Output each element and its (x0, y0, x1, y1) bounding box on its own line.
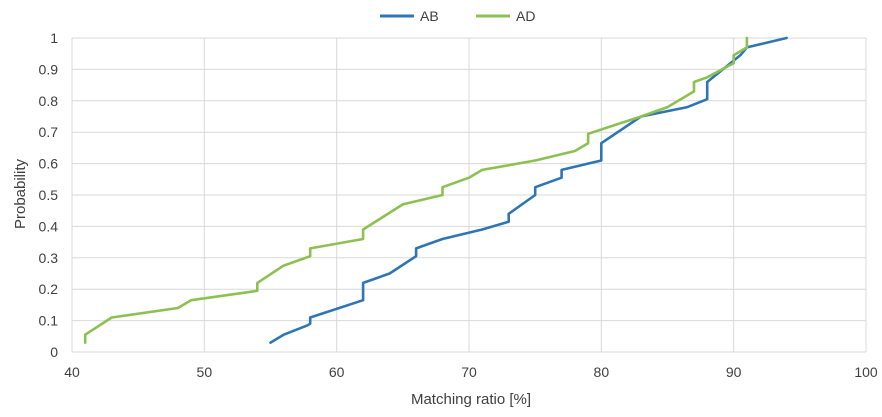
x-tick-label: 90 (726, 364, 742, 380)
y-tick-label: 0.9 (39, 61, 59, 77)
legend-item-ad: AD (476, 8, 535, 24)
x-tick-label: 50 (197, 364, 213, 380)
x-tick-label: 100 (854, 364, 878, 380)
series-line-ad (83, 36, 749, 344)
legend: AB AD (380, 8, 535, 24)
y-tick-label: 0.8 (39, 93, 59, 109)
y-tick-label: 0 (50, 344, 58, 360)
y-tick-label: 0.5 (39, 187, 59, 203)
legend-item-ab: AB (380, 8, 439, 24)
y-tick-label: 0.2 (39, 281, 59, 297)
y-axis-tick-labels: 0 0.1 0.2 0.3 0.4 0.5 0.6 0.7 0.8 0.9 1 (39, 30, 59, 360)
y-tick-label: 0.7 (39, 124, 59, 140)
x-tick-label: 80 (594, 364, 610, 380)
y-axis-title: Probability (12, 158, 29, 229)
y-tick-label: 0.3 (39, 250, 59, 266)
legend-label: AD (516, 8, 535, 24)
y-tick-label: 0.6 (39, 156, 59, 172)
legend-label: AB (420, 8, 439, 24)
y-tick-label: 0.1 (39, 313, 59, 329)
series-lines (83, 36, 788, 344)
y-tick-label: 0.4 (39, 218, 59, 234)
x-tick-label: 60 (329, 364, 345, 380)
y-tick-label: 1 (50, 30, 58, 46)
series-line-ab (269, 36, 788, 344)
x-tick-label: 40 (64, 364, 80, 380)
gridlines (71, 37, 867, 353)
x-tick-label: 70 (461, 364, 477, 380)
x-axis-tick-labels: 40 50 60 70 80 90 100 (64, 364, 878, 380)
x-axis-title: Matching ratio [%] (411, 391, 531, 408)
